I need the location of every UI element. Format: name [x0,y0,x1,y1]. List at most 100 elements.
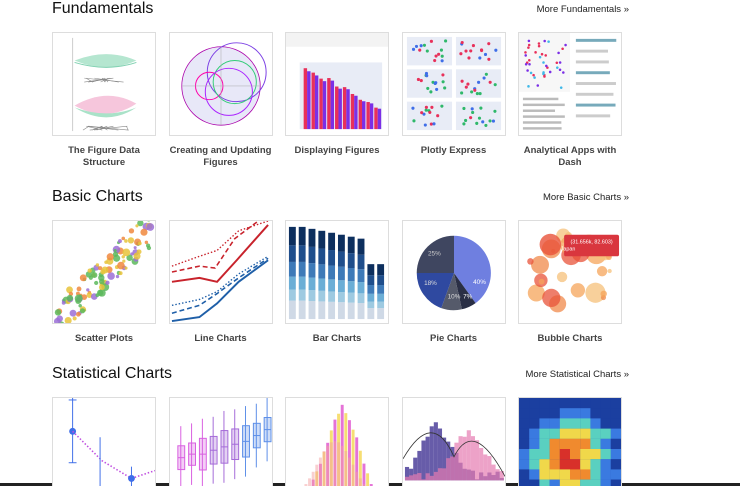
thumbnail-shape [416,235,454,273]
thumbnail-shape [146,223,155,231]
thumbnail-shape [463,118,467,123]
gallery-card[interactable] [285,397,389,486]
gallery-card[interactable]: Plotly Express [401,32,506,156]
thumbnail-shape [146,245,152,251]
thumbnail-shape [318,301,326,320]
thumbnail-shape [570,283,586,298]
thumbnail-label: 40% [473,279,486,286]
thumbnail-shape [526,69,529,72]
thumbnail-shape [493,48,497,52]
thumbnail-shape [548,70,552,74]
thumbnail-shape [434,87,438,91]
gallery-card[interactable]: 40% 25% 18% 10% 7% Pie Charts [401,220,506,344]
gallery-card[interactable]: Line Charts [168,220,273,344]
thumbnail-shape [607,268,612,274]
thumbnail [285,397,389,486]
gallery-card[interactable] [518,397,622,486]
thumbnail-shape [559,86,563,89]
thumbnail-shape [542,61,545,64]
thumbnail-shape [559,428,571,439]
thumbnail-shape [580,428,591,439]
thumbnail-shape [466,56,471,60]
thumbnail-shape [549,438,560,450]
thumbnail-label: (31.656k, 82.603) [571,240,613,246]
thumbnail-shape [460,79,464,83]
thumbnail-shape [315,464,319,486]
thumbnail-shape [53,317,61,323]
thumbnail-shape [122,248,131,257]
thumbnail-shape [126,126,129,131]
thumbnail-shape [74,95,137,114]
gallery-card[interactable]: The Figure Data Structure [52,32,156,168]
gallery-card[interactable]: Scatter Plots [52,220,156,344]
thumbnail-shape [524,54,527,57]
thumbnail-shape [318,264,326,279]
thumbnail-shape [357,238,365,255]
gallery-card[interactable]: Creating and Updating Figures [168,32,273,168]
thumbnail-shape [144,240,149,245]
thumbnail-shape [118,271,123,276]
thumbnail-shape [99,278,105,285]
thumbnail-shape [411,47,415,51]
thumbnail-shape [542,72,545,76]
thumbnail-label: 10% [447,293,460,300]
gallery-card[interactable]: Analytical Apps with Dash [518,32,622,168]
card-label: Scatter Plots [74,333,134,344]
thumbnail-shape [357,254,365,270]
thumbnail-shape [304,484,308,486]
thumbnail-shape [539,479,550,486]
more-link[interactable]: More Fundamentals » [536,4,629,15]
gallery-card[interactable] [168,397,273,486]
thumbnail-shape [490,464,496,481]
gallery-card[interactable]: (31.656k, 82.603) Japan Bubble Charts [518,220,622,344]
thumbnail-shape [590,428,601,439]
thumbnail-shape [357,293,365,303]
thumbnail-label: 18% [424,280,437,287]
thumbnail-shape [79,308,86,314]
thumbnail-shape [547,40,550,43]
more-link[interactable]: More Statistical Charts » [525,369,629,380]
thumbnail-shape [308,228,316,247]
thumbnail-shape [358,478,362,486]
thumbnail-shape [600,449,611,460]
thumbnail-shape [575,71,610,75]
thumbnail-shape [121,255,125,259]
thumbnail-shape [445,458,450,481]
section-title: Fundamentals [52,0,154,17]
thumbnail-shape [590,469,601,480]
thumbnail-shape [318,278,326,291]
thumbnail-shape [575,82,616,85]
thumbnail-shape [519,469,530,480]
thumbnail-shape [330,80,335,130]
thumbnail-shape [522,97,559,101]
thumbnail-label: Japan [561,246,576,252]
thumbnail-shape [78,304,82,308]
thumbnail-shape [529,479,540,486]
thumbnail-shape [600,398,611,409]
thumbnail-shape [86,288,90,292]
thumbnail-shape [355,437,359,486]
thumbnail-shape [472,88,476,92]
thumbnail-shape [64,316,72,323]
gallery-card[interactable] [401,397,506,486]
thumbnail-shape [432,58,436,63]
thumbnail-shape [534,51,537,54]
gallery-card[interactable]: Displaying Figures [285,32,389,156]
thumbnail-shape [107,272,115,280]
thumbnail-shape [416,473,421,481]
thumbnail-shape [424,105,428,109]
card-label: Plotly Express [420,145,487,156]
more-link[interactable]: More Basic Charts » [542,192,629,203]
thumbnail-shape [342,87,347,130]
gallery-card[interactable]: Bar Charts [285,220,389,344]
thumbnail-label: 25% [428,250,441,257]
thumbnail-shape [570,428,581,439]
gallery-card[interactable] [52,397,156,486]
thumbnail-shape [537,42,541,45]
thumbnail-shape [69,309,77,317]
thumbnail-shape [474,121,478,125]
section-title: Basic Charts [52,188,143,205]
thumbnail-shape [74,54,137,68]
thumbnail-shape [307,71,311,130]
